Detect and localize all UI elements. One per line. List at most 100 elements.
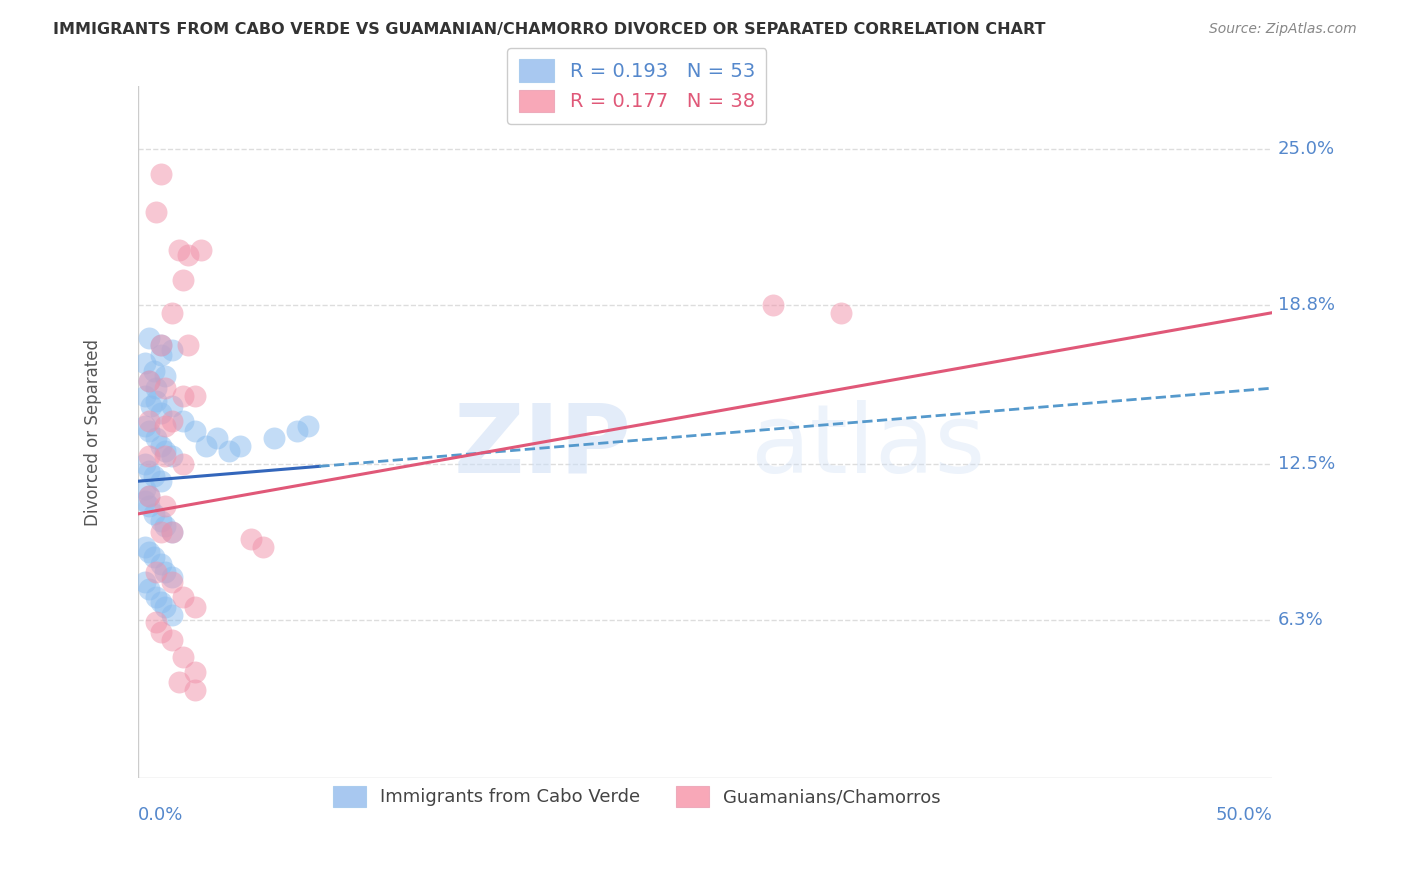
- Point: [183, 665, 205, 680]
- Point: [172, 590, 194, 604]
- Point: [153, 449, 176, 463]
- Point: [149, 338, 172, 352]
- Point: [142, 507, 165, 521]
- Point: [160, 449, 183, 463]
- Point: [138, 374, 160, 388]
- Point: [134, 418, 156, 433]
- Legend: Immigrants from Cabo Verde, Guamanians/Chamorros: Immigrants from Cabo Verde, Guamanians/C…: [322, 775, 952, 817]
- Point: [149, 595, 172, 609]
- Point: [149, 349, 172, 363]
- Point: [172, 650, 194, 665]
- Point: [134, 457, 156, 471]
- Point: [145, 590, 167, 604]
- Point: [153, 444, 176, 458]
- Point: [160, 414, 183, 428]
- Point: [149, 524, 172, 539]
- Point: [149, 439, 172, 453]
- Text: Divorced or Separated: Divorced or Separated: [83, 339, 101, 525]
- Point: [134, 482, 156, 496]
- Point: [134, 494, 156, 508]
- Point: [153, 368, 176, 383]
- Text: 18.8%: 18.8%: [1278, 296, 1334, 314]
- Point: [138, 582, 160, 597]
- Point: [149, 338, 172, 352]
- Point: [138, 489, 160, 503]
- Point: [145, 381, 167, 395]
- Point: [138, 489, 160, 503]
- Point: [149, 625, 172, 640]
- Point: [142, 469, 165, 483]
- Point: [160, 306, 183, 320]
- Point: [149, 515, 172, 529]
- Point: [134, 540, 156, 554]
- Point: [149, 474, 172, 488]
- Point: [285, 424, 308, 438]
- Point: [153, 418, 176, 433]
- Point: [240, 532, 263, 546]
- Point: [134, 389, 156, 403]
- Point: [142, 363, 165, 377]
- Point: [160, 632, 183, 647]
- Point: [177, 338, 200, 352]
- Point: [149, 406, 172, 420]
- Point: [138, 331, 160, 345]
- Point: [167, 243, 190, 257]
- Text: 6.3%: 6.3%: [1278, 610, 1323, 629]
- Point: [190, 243, 212, 257]
- Point: [138, 500, 160, 514]
- Text: 25.0%: 25.0%: [1278, 140, 1334, 158]
- Point: [172, 457, 194, 471]
- Point: [297, 418, 319, 433]
- Point: [160, 524, 183, 539]
- Text: ZIP: ZIP: [453, 400, 631, 492]
- Point: [172, 273, 194, 287]
- Point: [172, 389, 194, 403]
- Point: [160, 574, 183, 589]
- Point: [138, 374, 160, 388]
- Point: [141, 399, 163, 413]
- Point: [160, 343, 183, 358]
- Text: 50.0%: 50.0%: [1215, 805, 1272, 823]
- Point: [194, 439, 217, 453]
- Point: [229, 439, 252, 453]
- Point: [134, 356, 156, 370]
- Point: [183, 424, 205, 438]
- Point: [138, 414, 160, 428]
- Point: [218, 444, 240, 458]
- Point: [183, 599, 205, 614]
- Point: [160, 607, 183, 622]
- Point: [134, 574, 156, 589]
- Text: atlas: atlas: [751, 400, 986, 492]
- Text: 0.0%: 0.0%: [138, 805, 183, 823]
- Point: [153, 500, 176, 514]
- Point: [145, 205, 167, 219]
- Point: [172, 414, 194, 428]
- Point: [263, 432, 285, 446]
- Point: [145, 615, 167, 629]
- Point: [830, 306, 852, 320]
- Point: [138, 464, 160, 478]
- Point: [138, 544, 160, 558]
- Point: [160, 399, 183, 413]
- Point: [145, 565, 167, 579]
- Text: IMMIGRANTS FROM CABO VERDE VS GUAMANIAN/CHAMORRO DIVORCED OR SEPARATED CORRELATI: IMMIGRANTS FROM CABO VERDE VS GUAMANIAN/…: [53, 22, 1046, 37]
- Point: [153, 519, 176, 533]
- Point: [160, 570, 183, 584]
- Point: [167, 675, 190, 690]
- Point: [149, 558, 172, 572]
- Point: [160, 524, 183, 539]
- Point: [183, 389, 205, 403]
- Text: Source: ZipAtlas.com: Source: ZipAtlas.com: [1209, 22, 1357, 37]
- Text: 12.5%: 12.5%: [1278, 455, 1334, 473]
- Point: [153, 599, 176, 614]
- Point: [177, 248, 200, 262]
- Point: [145, 393, 167, 408]
- Point: [138, 424, 160, 438]
- Point: [145, 432, 167, 446]
- Point: [252, 540, 274, 554]
- Point: [142, 549, 165, 564]
- Point: [183, 683, 205, 698]
- Point: [762, 298, 785, 312]
- Point: [149, 168, 172, 182]
- Point: [207, 432, 229, 446]
